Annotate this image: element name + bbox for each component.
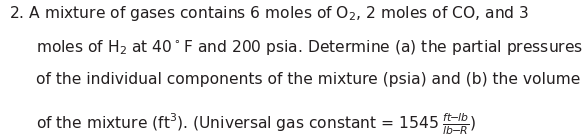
Text: of the individual components of the mixture (psia) and (b) the volume: of the individual components of the mixt… (36, 72, 581, 87)
Text: moles of H$_2$ at 40$^\circ$F and 200 psia. Determine (a) the partial pressures: moles of H$_2$ at 40$^\circ$F and 200 ps… (36, 38, 584, 57)
Text: 2. A mixture of gases contains 6 moles of O$_2$, 2 moles of CO, and 3: 2. A mixture of gases contains 6 moles o… (9, 4, 530, 23)
Text: of the mixture (ft$^3$). (Universal gas constant = 1545 $\frac{\mathit{ft\!\!-\!: of the mixture (ft$^3$). (Universal gas … (36, 112, 476, 136)
